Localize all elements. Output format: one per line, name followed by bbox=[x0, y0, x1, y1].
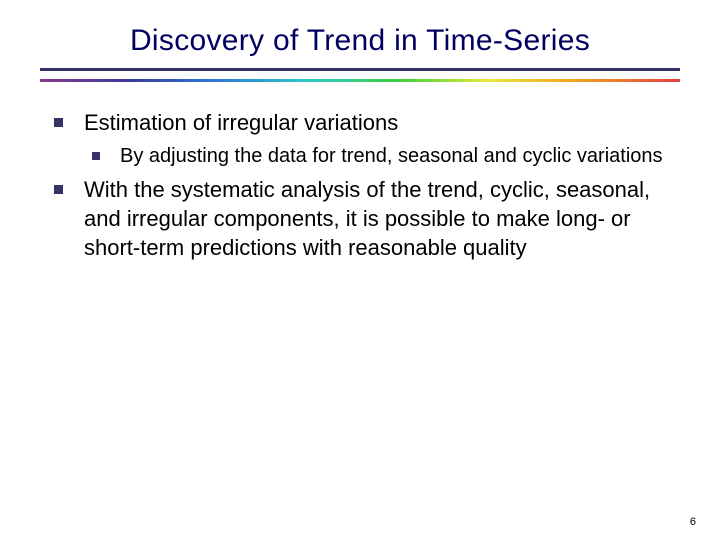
list-item: Estimation of irregular variations By ad… bbox=[48, 108, 672, 169]
slide-container: Discovery of Trend in Time-Series Estima… bbox=[0, 0, 720, 540]
bullet-text: By adjusting the data for trend, seasona… bbox=[120, 145, 663, 167]
bullet-list-level2: By adjusting the data for trend, seasona… bbox=[84, 143, 672, 169]
slide-body: Estimation of irregular variations By ad… bbox=[40, 108, 680, 263]
divider-rainbow bbox=[40, 79, 680, 82]
bullet-text: With the systematic analysis of the tren… bbox=[84, 177, 650, 260]
divider-top bbox=[40, 68, 680, 71]
slide-title: Discovery of Trend in Time-Series bbox=[40, 24, 680, 58]
bullet-list-level1: Estimation of irregular variations By ad… bbox=[48, 108, 672, 263]
bullet-text: Estimation of irregular variations bbox=[84, 110, 398, 135]
list-item: With the systematic analysis of the tren… bbox=[48, 175, 672, 262]
page-number: 6 bbox=[690, 516, 696, 528]
list-item: By adjusting the data for trend, seasona… bbox=[84, 143, 672, 169]
